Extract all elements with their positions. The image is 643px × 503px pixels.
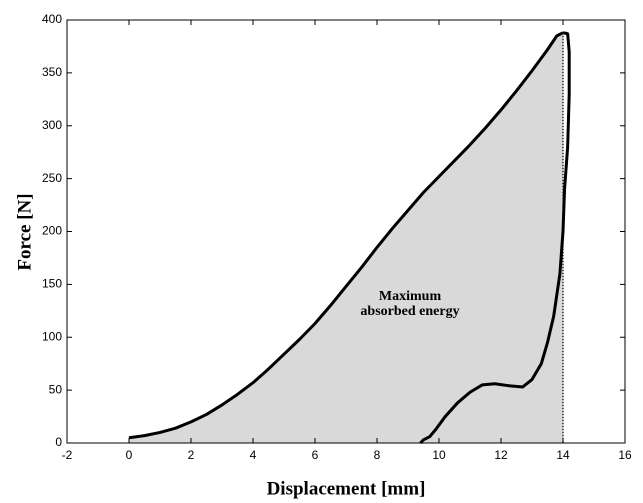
y-tick-label: 250 <box>42 171 62 185</box>
annotation: absorbed energy <box>360 304 459 319</box>
x-tick-label: 4 <box>250 448 257 462</box>
y-tick-label: 150 <box>42 277 62 291</box>
x-tick-label: 14 <box>556 448 570 462</box>
y-tick-label: 100 <box>42 329 62 343</box>
annotation: Maximum <box>379 289 442 304</box>
y-axis-title: Force [N] <box>14 193 35 270</box>
x-tick-label: 16 <box>618 448 632 462</box>
force-curve <box>128 31 564 440</box>
shaded-area <box>129 32 563 443</box>
y-tick-label: 300 <box>42 118 62 132</box>
y-tick-label: 200 <box>42 224 62 238</box>
x-tick-label: 12 <box>494 448 508 462</box>
y-tick-label: 50 <box>49 382 63 396</box>
x-tick-label: 8 <box>374 448 381 462</box>
x-axis-title: Displacement [mm] <box>267 478 426 499</box>
y-tick-label: 0 <box>55 435 62 449</box>
x-tick-label: 10 <box>432 448 446 462</box>
x-tick-label: 0 <box>126 448 133 462</box>
y-tick-label: 400 <box>42 12 62 26</box>
x-tick-label: 6 <box>312 448 319 462</box>
x-tick-label: -2 <box>62 448 73 462</box>
y-tick-label: 350 <box>42 65 62 79</box>
force-curve <box>419 31 571 445</box>
x-tick-label: 2 <box>188 448 195 462</box>
